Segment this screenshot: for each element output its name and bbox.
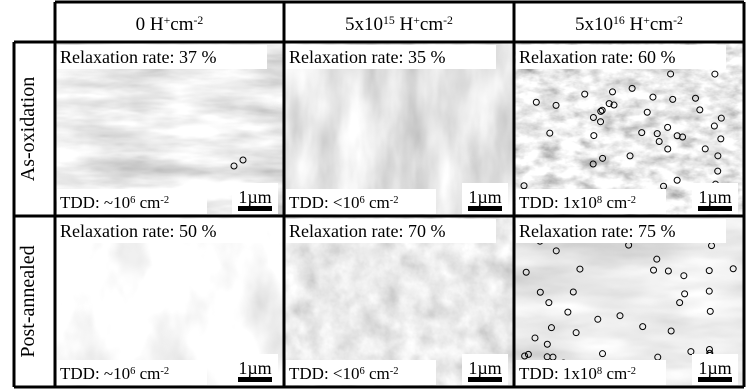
superscript: -2 (673, 14, 683, 27)
superscript: -2 (160, 366, 169, 377)
text-segment: TDD: 1x10 (519, 364, 597, 383)
text-segment: H (395, 14, 414, 35)
scale-label: 1µm (698, 187, 731, 207)
text-segment: cm (365, 364, 390, 383)
superscript: -2 (160, 195, 169, 206)
text-segment: 5x10 (575, 14, 613, 35)
text-segment: TDD: 1x10 (519, 193, 597, 212)
superscript: -2 (390, 195, 399, 206)
relaxation-rate: Relaxation rate: 35 % (289, 47, 445, 67)
superscript: 16 (613, 14, 625, 27)
superscript: -2 (627, 195, 636, 206)
scale-bar (238, 377, 272, 382)
scale-bar (468, 206, 502, 211)
column-header: 0 H+cm-2 (136, 14, 204, 36)
tdd-label: TDD: 1x108 cm-2 (519, 193, 636, 212)
text-segment: cm (365, 193, 390, 212)
scale-label: 1µm (698, 358, 731, 378)
column-header: 5x1015 H+cm-2 (345, 14, 453, 36)
scale-label: 1µm (238, 187, 271, 207)
scale-bar (238, 206, 272, 211)
text-segment: 0 H (136, 14, 164, 35)
text-segment: cm (602, 193, 627, 212)
column-header: 5x1016 H+cm-2 (575, 14, 683, 36)
text-segment: TDD: <10 (289, 193, 360, 212)
text-segment: cm (135, 193, 160, 212)
text-segment: cm (602, 364, 627, 383)
superscript: 15 (383, 14, 395, 27)
text-segment: cm (170, 14, 193, 35)
text-segment: TDD: ~10 (60, 193, 130, 212)
text-segment: TDD: ~10 (60, 364, 130, 383)
tdd-label: TDD: ~106 cm-2 (60, 193, 169, 212)
scale-label: 1µm (468, 358, 501, 378)
tdd-label: TDD: 1x108 cm-2 (519, 364, 636, 383)
text-segment: 5x10 (345, 14, 383, 35)
superscript: -2 (194, 14, 204, 27)
relaxation-rate: Relaxation rate: 37 % (60, 47, 216, 67)
scale-bar (698, 206, 732, 211)
relaxation-rate: Relaxation rate: 75 % (519, 221, 675, 241)
text-segment: H (625, 14, 644, 35)
superscript: -2 (390, 366, 399, 377)
relaxation-rate: Relaxation rate: 50 % (60, 221, 216, 241)
text-segment: cm (420, 14, 443, 35)
row-label: Post-annealed (17, 245, 39, 357)
superscript: -2 (443, 14, 453, 27)
text-segment: cm (650, 14, 673, 35)
relaxation-rate: Relaxation rate: 60 % (519, 47, 675, 67)
scale-label: 1µm (468, 187, 501, 207)
figure: 0 H+cm-2 5x1015 H+cm-2 5x1016 H+cm-2 As-oxi… (0, 0, 746, 389)
tdd-label: TDD: <106 cm-2 (289, 364, 399, 383)
text-segment: cm (135, 364, 160, 383)
scale-label: 1µm (238, 358, 271, 378)
tdd-label: TDD: <106 cm-2 (289, 193, 399, 212)
relaxation-rate: Relaxation rate: 70 % (289, 221, 445, 241)
text-segment: TDD: <10 (289, 364, 360, 383)
tdd-label: TDD: ~106 cm-2 (60, 364, 169, 383)
scale-bar (468, 377, 502, 382)
row-label: As-oxidation (17, 77, 39, 181)
scale-bar (698, 377, 732, 382)
superscript: -2 (627, 366, 636, 377)
